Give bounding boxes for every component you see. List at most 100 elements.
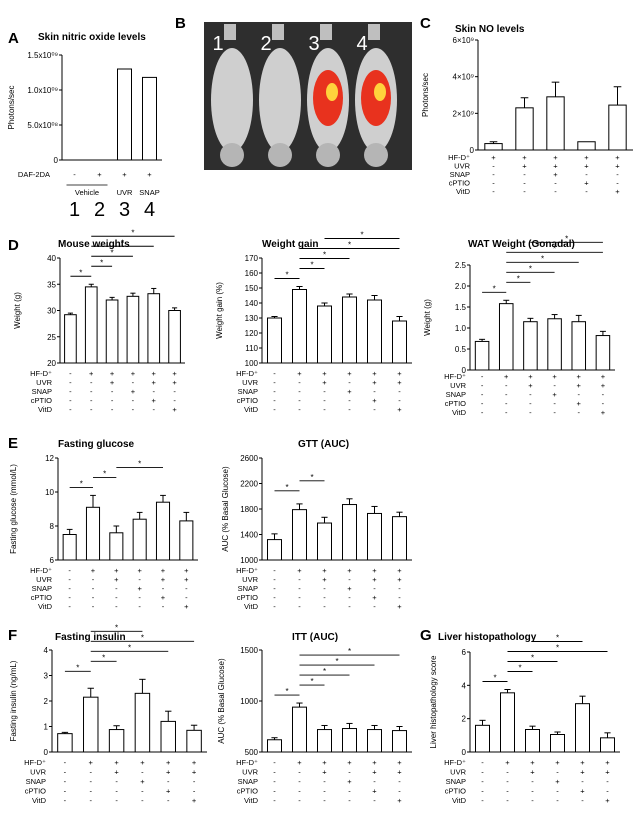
f2-table-cell: - [323, 787, 326, 796]
signal-hotspot [326, 83, 338, 101]
mouse-head [220, 143, 244, 167]
y-tick-label-D2: 160 [245, 269, 259, 278]
e2-table-cell: + [322, 575, 327, 584]
d2-table-cell: - [398, 387, 401, 396]
e2-table-row-label: VitD [244, 602, 259, 611]
d1-table-cell: + [89, 369, 94, 378]
bar-D1-3 [105, 299, 119, 364]
d3-table-cell: + [504, 372, 509, 381]
chart-F2 [259, 649, 412, 753]
y-axis-label-E1: Fasting glucose (mmol/L) [9, 464, 18, 554]
a-vehicle-label: Vehicle [75, 188, 99, 197]
d3-table-cell: - [529, 408, 532, 417]
sig-mark-F2: * [323, 667, 326, 676]
y-tick-label-D2: 170 [245, 254, 259, 263]
chart-A [59, 54, 162, 161]
c-table-cell: - [492, 187, 495, 196]
e1-table-row-label: cPTIO [31, 593, 52, 602]
c-table-cell: - [492, 170, 495, 179]
panel-label-F: F [8, 627, 17, 644]
e2-table-row-label: HF-D⁺ [236, 566, 258, 575]
y-tick-label-F1: 2 [44, 697, 49, 706]
d2-table-cell: - [273, 405, 276, 414]
f2-table-cell: - [348, 787, 351, 796]
bar-G-6 [600, 737, 615, 753]
c-table-cell: - [585, 187, 588, 196]
y-tick-label-A: 0 [54, 156, 59, 165]
y-tick-label-D1: 20 [47, 359, 56, 368]
f2-table-cell: - [373, 796, 376, 805]
chart-title-F1: Fasting insulin [55, 632, 126, 643]
e2-table-cell: - [348, 593, 351, 602]
f2-table-cell: - [348, 796, 351, 805]
d1-table-cell: + [172, 369, 177, 378]
y-tick-label-D2: 150 [245, 284, 259, 293]
g-table-cell: - [506, 796, 509, 805]
y-axis-label-G: Liver histopathology score [429, 655, 438, 748]
d3-table-cell: - [505, 390, 508, 399]
bar-D1-1 [64, 314, 77, 364]
sig-mark-D2: * [360, 231, 363, 240]
y-tick-label-D1: 30 [47, 307, 56, 316]
e1-table-row-label: HF-D⁺ [30, 566, 52, 575]
g-table-cell: - [556, 796, 559, 805]
y-axis-label-D2: Weight gain (%) [215, 282, 224, 339]
g-table-cell: + [555, 758, 560, 767]
g-table-cell: - [556, 768, 559, 777]
d2-table-cell: + [347, 369, 352, 378]
sig-mark-G: * [493, 674, 496, 683]
e1-table-cell: - [162, 584, 165, 593]
g-table-cell: + [605, 768, 610, 777]
y-tick-label-D2: 100 [245, 359, 259, 368]
y-tick-label-D2: 120 [245, 329, 259, 338]
d1-table-cell: - [69, 396, 72, 405]
d1-table-cell: - [153, 387, 156, 396]
sig-mark-E2: * [285, 483, 288, 492]
d1-table-cell: - [69, 378, 72, 387]
e1-table-row-label: VitD [38, 602, 53, 611]
f2-table-cell: + [397, 796, 402, 805]
e1-table-cell: + [161, 566, 166, 575]
bar-D3-6 [595, 335, 611, 371]
sig-mark-D1: * [131, 228, 134, 237]
y-tick-label-E1: 8 [50, 522, 55, 531]
a-group-number: 4 [144, 199, 155, 221]
d1-table-row-label: HF-D⁺ [30, 369, 52, 378]
bar-E2-2 [292, 509, 307, 561]
mouse-body [259, 48, 301, 152]
e1-table-cell: - [68, 575, 71, 584]
f2-table-cell: - [398, 777, 401, 786]
e2-table-cell: - [323, 584, 326, 593]
d3-table-cell: - [505, 381, 508, 390]
chart-F1 [49, 630, 207, 753]
e1-table-cell: - [115, 593, 118, 602]
g-table-cell: + [580, 787, 585, 796]
f2-table-cell: + [397, 768, 402, 777]
sig-mark-F1: * [102, 653, 105, 662]
d3-table-cell: - [529, 399, 532, 408]
g-table-cell: - [581, 796, 584, 805]
d2-table-row-label: cPTIO [237, 396, 258, 405]
d1-table-cell: + [110, 369, 115, 378]
f2-table-row-label: UVR [242, 768, 258, 777]
f1-table-cell: + [166, 787, 171, 796]
y-tick-label-C: 6×10⁹ [453, 36, 474, 45]
f2-table-row-label: HF-D⁺ [236, 758, 258, 767]
sig-mark-F2: * [348, 647, 351, 656]
d2-table-row-label: VitD [244, 405, 259, 414]
f1-table-cell: - [90, 796, 93, 805]
bar-C-4 [577, 141, 596, 151]
bar-C-5 [608, 104, 627, 151]
c-table-cell: - [523, 170, 526, 179]
d1-table-cell: - [69, 405, 72, 414]
bar-D1-5 [147, 293, 161, 364]
f1-table-row-label: HF-D⁺ [24, 758, 46, 767]
d1-table-cell: - [111, 387, 114, 396]
bar-D3-5 [571, 321, 587, 371]
d2-table-cell: - [273, 369, 276, 378]
f1-table-cell: + [192, 768, 197, 777]
d2-table-cell: - [298, 396, 301, 405]
bar-F2-1 [267, 739, 282, 753]
panel-label-G: G [420, 627, 432, 644]
d2-table-cell: + [372, 378, 377, 387]
